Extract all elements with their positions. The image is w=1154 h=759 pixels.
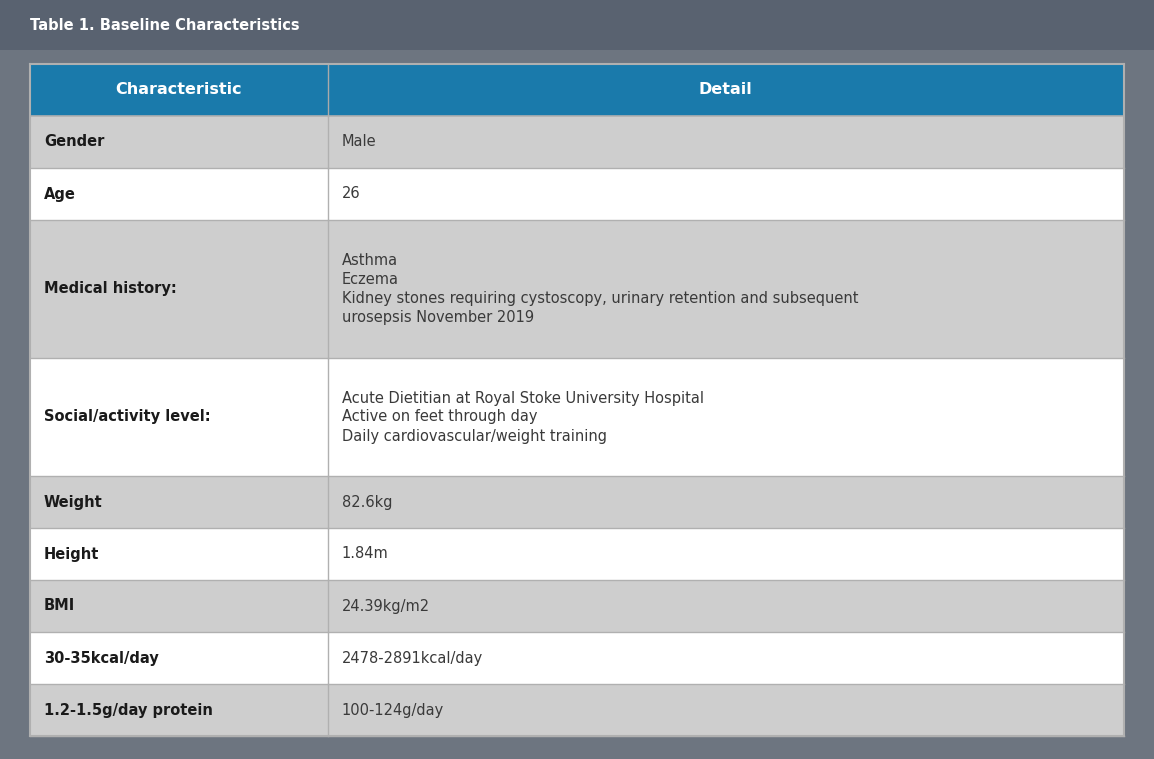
Text: Gender: Gender <box>44 134 104 150</box>
Text: 100-124g/day: 100-124g/day <box>342 703 444 717</box>
Bar <box>328 476 1124 528</box>
Text: 1.84m: 1.84m <box>342 546 388 562</box>
Text: Medical history:: Medical history: <box>44 282 177 297</box>
Bar <box>30 358 328 476</box>
Text: 1.2-1.5g/day protein: 1.2-1.5g/day protein <box>44 703 212 717</box>
Text: Characteristic: Characteristic <box>115 83 242 97</box>
Bar <box>328 116 1124 168</box>
Bar <box>328 358 1124 476</box>
Bar <box>30 528 328 580</box>
Text: 24.39kg/m2: 24.39kg/m2 <box>342 599 429 613</box>
Text: Detail: Detail <box>699 83 752 97</box>
Text: Table 1. Baseline Characteristics: Table 1. Baseline Characteristics <box>30 17 300 33</box>
Bar <box>328 220 1124 358</box>
Bar <box>328 528 1124 580</box>
Text: 30-35kcal/day: 30-35kcal/day <box>44 650 159 666</box>
Text: Acute Dietitian at Royal Stoke University Hospital: Acute Dietitian at Royal Stoke Universit… <box>342 390 704 405</box>
Bar <box>30 684 328 736</box>
Bar <box>328 168 1124 220</box>
Text: Daily cardiovascular/weight training: Daily cardiovascular/weight training <box>342 429 607 443</box>
Bar <box>30 116 328 168</box>
Bar <box>328 632 1124 684</box>
Text: Active on feet through day: Active on feet through day <box>342 410 537 424</box>
Bar <box>328 684 1124 736</box>
Text: Asthma: Asthma <box>342 253 398 268</box>
Text: Social/activity level:: Social/activity level: <box>44 410 211 424</box>
Text: Eczema: Eczema <box>342 272 398 287</box>
Text: Age: Age <box>44 187 76 201</box>
Bar <box>30 632 328 684</box>
Bar <box>30 64 328 116</box>
Text: urosepsis November 2019: urosepsis November 2019 <box>342 310 533 325</box>
Bar <box>30 220 328 358</box>
Bar <box>30 580 328 632</box>
Bar <box>328 580 1124 632</box>
Text: 26: 26 <box>342 187 360 201</box>
Bar <box>30 168 328 220</box>
Text: Male: Male <box>342 134 376 150</box>
Bar <box>30 476 328 528</box>
Text: Weight: Weight <box>44 495 103 509</box>
Text: Kidney stones requiring cystoscopy, urinary retention and subsequent: Kidney stones requiring cystoscopy, urin… <box>342 291 859 306</box>
Bar <box>328 64 1124 116</box>
Text: 2478-2891kcal/day: 2478-2891kcal/day <box>342 650 482 666</box>
Text: BMI: BMI <box>44 599 75 613</box>
Text: Height: Height <box>44 546 99 562</box>
Bar <box>0 0 1154 50</box>
Text: 82.6kg: 82.6kg <box>342 495 392 509</box>
